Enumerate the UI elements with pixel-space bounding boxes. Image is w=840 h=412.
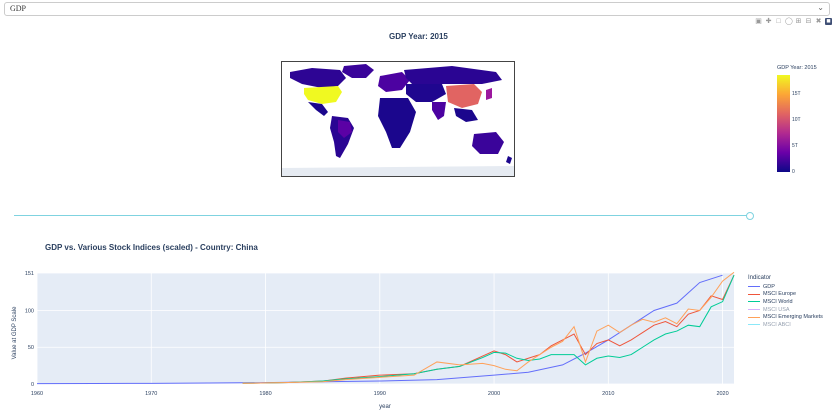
- plot-modebar: ▣ ✚ □ ◯ ⊞ ⊟ ✖ ■: [755, 18, 832, 25]
- colorbar-title: GDP Year: 2015: [777, 65, 817, 71]
- lasso-icon[interactable]: ◯: [785, 18, 793, 25]
- legend-item[interactable]: GDP: [748, 283, 823, 291]
- plotly-logo-icon[interactable]: ■: [825, 18, 832, 25]
- y-axis-label: Value at GDP Scale: [12, 306, 18, 359]
- colorbar: [777, 75, 790, 172]
- series-line-msci-emerging-markets: [242, 271, 735, 384]
- x-tick-label: 1990: [374, 391, 386, 397]
- x-tick-label: 1970: [145, 391, 157, 397]
- y-tick-label: 100: [25, 308, 34, 314]
- legend-item[interactable]: MSCI Europe: [748, 291, 823, 299]
- series-line-msci-europe: [242, 274, 735, 384]
- year-slider-rail[interactable]: [14, 215, 752, 216]
- camera-icon[interactable]: ▣: [755, 18, 762, 25]
- x-axis-label: year: [379, 404, 391, 410]
- x-tick-label: 1980: [259, 391, 271, 397]
- legend-swatch: [748, 293, 760, 295]
- legend-swatch: [748, 309, 760, 311]
- map-region-usa: [304, 86, 342, 104]
- plot-area: [37, 273, 734, 384]
- x-tick-label: 2010: [602, 391, 614, 397]
- colorbar-tick: 0: [792, 169, 795, 175]
- map-region-russia: [404, 66, 502, 84]
- choropleth-map[interactable]: [281, 61, 515, 177]
- chevron-down-icon[interactable]: ⌄: [817, 3, 824, 12]
- map-region-japan: [486, 88, 492, 100]
- legend-label: MSCI USA: [763, 306, 790, 313]
- year-slider-handle[interactable]: [746, 212, 754, 220]
- map-region-central-asia: [406, 84, 446, 102]
- chart-legend: Indicator GDP MSCI Europe MSCI World MSCI U…: [748, 275, 823, 329]
- legend-label: GDP: [763, 283, 775, 290]
- y-tick-label: 0: [31, 382, 34, 388]
- map-region-antarctica: [282, 166, 514, 176]
- map-region-africa: [378, 98, 416, 148]
- map-region-se-asia: [454, 108, 478, 122]
- colorbar-tick: 5T: [792, 143, 798, 149]
- x-tick-label: 2020: [716, 391, 728, 397]
- autoscale-icon[interactable]: ✖: [815, 18, 822, 25]
- y-tick-label: 151: [25, 271, 34, 277]
- map-region-europe: [378, 72, 410, 92]
- pan-icon[interactable]: ✚: [765, 18, 772, 25]
- y-tick-label: 50: [28, 345, 34, 351]
- legend-swatch: [748, 286, 760, 288]
- legend-swatch: [748, 301, 760, 303]
- line-chart-title: GDP vs. Various Stock Indices (scaled) -…: [45, 243, 258, 252]
- map-region-india: [432, 102, 446, 120]
- map-region-central-america: [308, 102, 328, 116]
- map-region-new-zealand: [506, 156, 512, 164]
- legend-label: MSCI Emerging Markets: [763, 314, 823, 321]
- legend-item[interactable]: MSCI USA: [748, 306, 823, 314]
- box-select-icon[interactable]: □: [776, 18, 781, 25]
- legend-swatch: [748, 324, 760, 326]
- colorbar-tick: 10T: [792, 117, 801, 123]
- map-region-canada: [290, 68, 346, 88]
- map-title: GDP Year: 2015: [389, 32, 448, 41]
- legend-label: MSCI ABCI: [763, 321, 791, 328]
- legend-item[interactable]: MSCI Emerging Markets: [748, 313, 823, 321]
- x-tick-label: 1960: [31, 391, 43, 397]
- series-line-msci-world: [242, 275, 735, 384]
- x-tick-label: 2000: [488, 391, 500, 397]
- indicator-dropdown[interactable]: GDP ⌄: [4, 2, 830, 16]
- dropdown-value: GDP: [10, 4, 27, 13]
- legend-swatch: [748, 316, 760, 318]
- map-region-greenland: [342, 64, 374, 78]
- legend-title: Indicator: [748, 275, 772, 281]
- map-region-australia: [472, 132, 504, 154]
- legend-item[interactable]: MSCI ABCI: [748, 321, 823, 329]
- series-line-gdp: [36, 274, 723, 385]
- legend-label: MSCI Europe: [763, 291, 797, 298]
- map-region-china: [446, 84, 482, 108]
- zoom-in-icon[interactable]: ⊞: [795, 18, 802, 25]
- colorbar-tick: 15T: [792, 91, 801, 97]
- world-map-svg: [282, 64, 514, 176]
- map-region-brazil: [338, 120, 352, 138]
- legend-item[interactable]: MSCI World: [748, 298, 823, 306]
- legend-label: MSCI World: [763, 298, 793, 305]
- zoom-out-icon[interactable]: ⊟: [805, 18, 812, 25]
